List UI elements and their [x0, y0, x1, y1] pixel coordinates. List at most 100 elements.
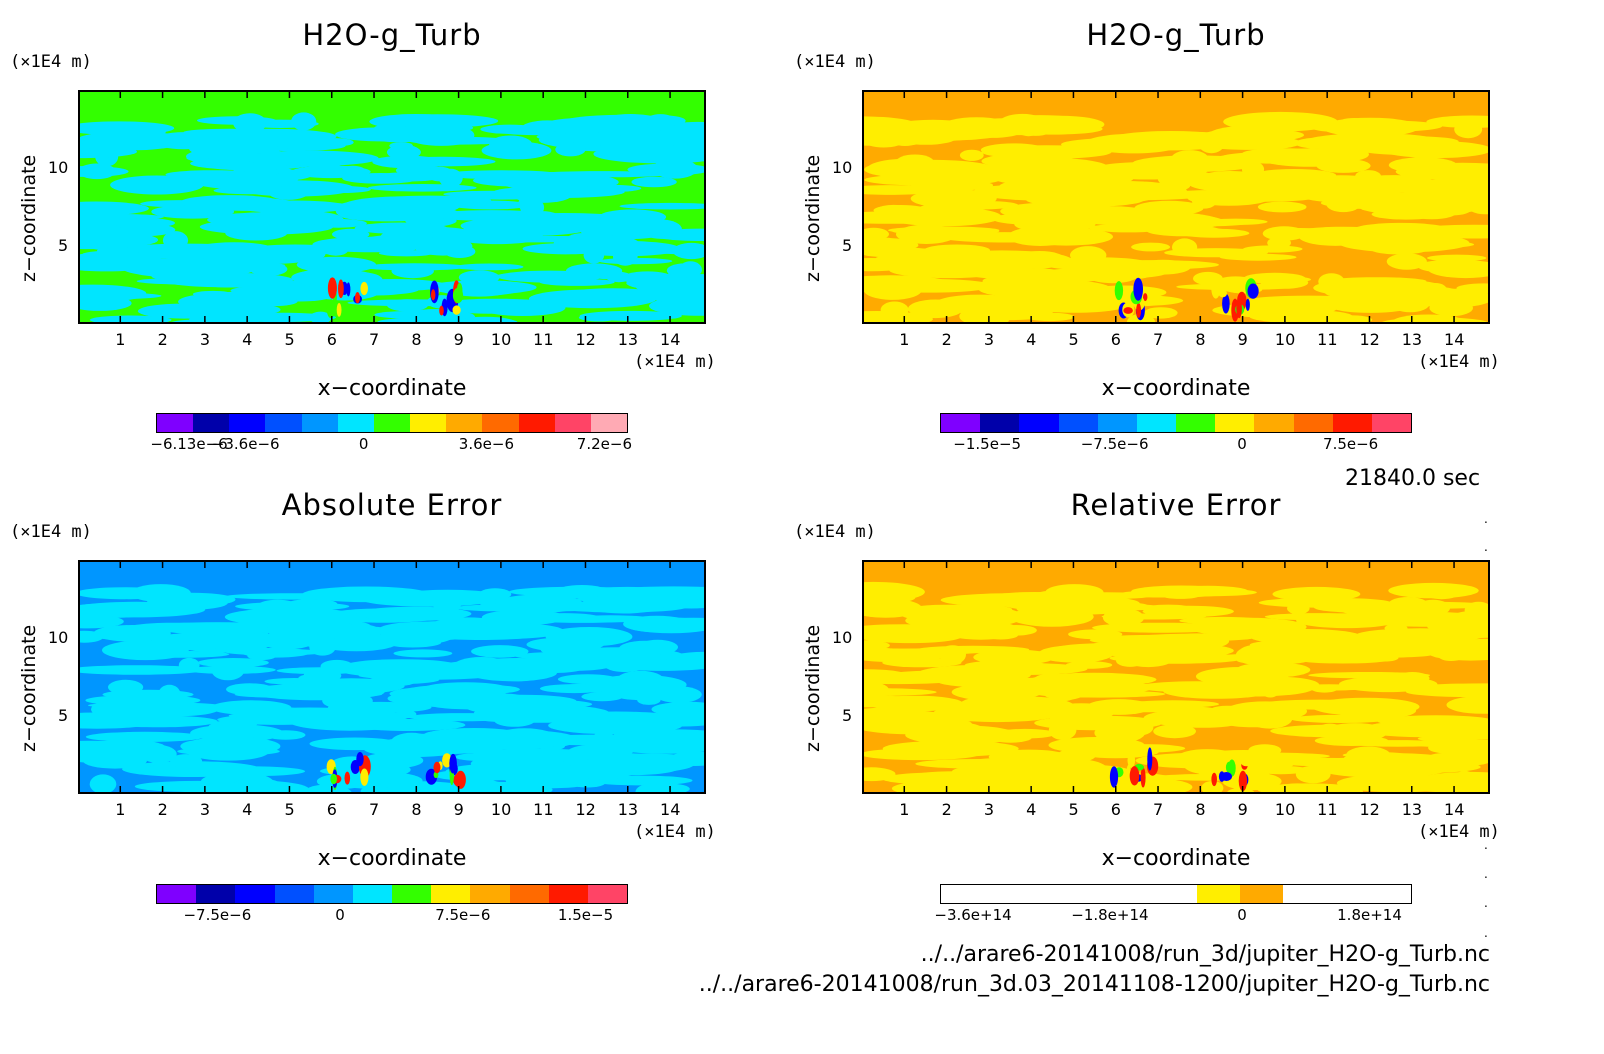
field-texture	[387, 689, 518, 708]
colorbar-segment	[1111, 885, 1155, 903]
field-texture	[553, 237, 581, 251]
field-texture	[539, 278, 615, 286]
x-tick-label: 4	[1026, 800, 1037, 819]
field-texture	[864, 278, 924, 285]
field-texture	[213, 187, 281, 195]
field-texture	[249, 262, 288, 276]
colorbar-segment	[1282, 885, 1326, 903]
field-texture	[448, 729, 516, 749]
field-texture	[251, 296, 298, 307]
field-texture	[493, 186, 625, 198]
field-texture	[652, 158, 698, 179]
margin-dot: .	[1484, 512, 1488, 526]
x-tick-label: 7	[1153, 330, 1164, 349]
field-hotspot	[449, 753, 457, 774]
field-hotspot	[1126, 764, 1131, 785]
field-texture	[864, 647, 914, 658]
x-tick-label: 12	[1359, 800, 1380, 819]
field-texture	[429, 670, 503, 677]
y-tick-label: 5	[58, 706, 69, 725]
field-texture	[393, 649, 453, 658]
field-texture	[1458, 742, 1488, 759]
field-texture	[263, 604, 313, 611]
x-axis-title: x−coordinate	[1101, 376, 1251, 401]
field-texture	[507, 219, 601, 229]
y-unit-label: (×1E4 m)	[794, 522, 876, 542]
colorbar-label: 0	[1237, 435, 1247, 453]
field-hotspot	[1129, 766, 1140, 786]
x-tick-label: 14	[1444, 800, 1465, 819]
field-texture	[959, 149, 984, 161]
field-texture	[80, 213, 164, 221]
field-texture	[533, 734, 652, 746]
field-texture	[1222, 772, 1282, 791]
field-hotspot	[327, 277, 337, 299]
field-texture	[121, 243, 255, 255]
field-texture	[651, 701, 704, 717]
field-hotspot	[344, 771, 351, 785]
field-texture	[80, 295, 132, 311]
field-texture	[1216, 136, 1302, 150]
field-plot	[862, 560, 1490, 794]
colorbar-segment	[446, 414, 483, 432]
x-tick-label: 4	[242, 330, 253, 349]
margin-dot: .	[1484, 896, 1488, 910]
x-tick-label: 1	[899, 800, 910, 819]
colorbar	[940, 413, 1412, 433]
field-texture	[1010, 288, 1131, 307]
colorbar-segment	[980, 414, 1020, 432]
x-tick-label: 7	[369, 800, 380, 819]
field-texture	[1287, 602, 1310, 615]
field-texture	[291, 165, 371, 179]
colorbar-segment	[941, 885, 984, 903]
colorbar-segment	[1293, 414, 1333, 432]
field-texture	[80, 745, 115, 763]
x-tick-label: 1	[899, 330, 910, 349]
field-texture	[561, 711, 671, 721]
x-tick-label: 2	[941, 800, 952, 819]
colorbar-segment	[1368, 885, 1412, 903]
field-texture	[579, 721, 656, 732]
field-hotspot	[1238, 770, 1248, 792]
field-texture	[451, 200, 530, 210]
field-texture	[569, 778, 606, 788]
field-hotspot	[456, 282, 463, 300]
field-texture	[864, 624, 966, 637]
x-tick-label: 8	[411, 800, 422, 819]
colorbar-segment	[482, 414, 519, 432]
field-texture	[309, 218, 367, 228]
field-texture	[234, 778, 279, 788]
field-texture	[610, 586, 704, 595]
field-texture	[1178, 228, 1250, 238]
field-hotspot	[1211, 277, 1221, 299]
field-texture	[145, 592, 236, 607]
field-hotspot	[1109, 766, 1119, 788]
colorbar-segment	[235, 885, 275, 903]
x-tick-label: 10	[490, 330, 512, 349]
field-texture	[647, 783, 690, 792]
field-texture	[309, 311, 332, 322]
field-texture	[631, 176, 677, 188]
field-texture	[880, 301, 909, 319]
field-texture	[924, 244, 990, 256]
field-texture	[1307, 133, 1439, 150]
field-texture	[186, 291, 279, 309]
field-texture	[1046, 707, 1080, 722]
x-tick-label: 11	[533, 330, 554, 349]
x-axis-title: x−coordinate	[1101, 846, 1251, 871]
field-svg	[80, 92, 704, 322]
field-texture	[1224, 156, 1263, 163]
colorbar-segment	[509, 885, 549, 903]
colorbar-label: 0	[1237, 906, 1247, 924]
x-tick-label: 5	[284, 330, 295, 349]
colorbar-label: −6.13e−6	[150, 435, 228, 453]
field-hotspot	[1140, 767, 1146, 788]
field-texture	[542, 118, 614, 134]
x-tick-label: 13	[617, 800, 639, 819]
x-tick-label: 3	[199, 330, 211, 349]
field-texture	[187, 743, 269, 761]
field-texture	[927, 192, 972, 204]
field-texture	[1043, 686, 1085, 701]
field-texture	[905, 613, 973, 628]
y-tick-label: 5	[58, 236, 69, 255]
